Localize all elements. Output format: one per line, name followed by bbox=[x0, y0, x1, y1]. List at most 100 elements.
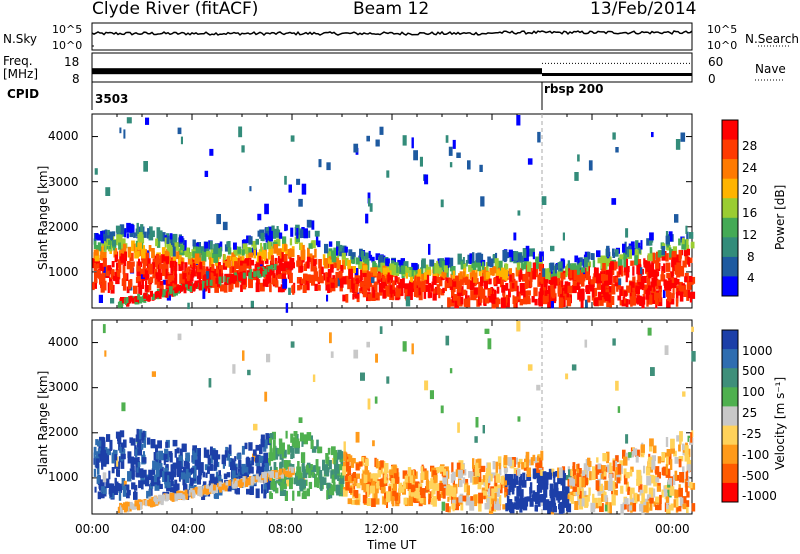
velocity-echo-cell bbox=[313, 465, 317, 473]
velocity-echo-cell bbox=[228, 479, 232, 486]
velocity-echo-cell bbox=[212, 449, 217, 460]
power-echo-cell bbox=[171, 246, 176, 257]
power-echo-cell bbox=[592, 287, 595, 298]
power-echo-cell bbox=[492, 268, 495, 276]
power-echo-cell bbox=[218, 265, 223, 274]
power-echo-cell bbox=[165, 280, 168, 286]
power-echo-cell bbox=[177, 127, 182, 135]
power-echo-cell bbox=[331, 251, 337, 263]
power-echo-cell bbox=[137, 251, 140, 257]
power-echo-cell bbox=[336, 246, 339, 256]
velocity-echo-cell bbox=[625, 481, 629, 492]
velocity-echo-cell bbox=[624, 474, 628, 484]
velocity-echo-cell bbox=[239, 482, 243, 488]
power-echo-cell bbox=[472, 252, 475, 263]
power-echo-cell bbox=[508, 268, 512, 275]
velocity-echo-cell bbox=[564, 475, 569, 481]
velocity-echo-cell bbox=[231, 470, 236, 480]
power-echo-cell bbox=[457, 283, 462, 293]
power-echo-cell bbox=[382, 267, 388, 275]
velocity-echo-cell bbox=[543, 494, 546, 505]
power-echo-cell bbox=[435, 276, 441, 284]
power-echo-cell bbox=[118, 301, 122, 307]
power-echo-cell bbox=[224, 261, 229, 267]
power-echo-cell bbox=[224, 244, 228, 252]
power-echo-cell bbox=[656, 279, 661, 286]
velocity-echo-cell bbox=[384, 498, 387, 506]
velocity-echo-cell bbox=[136, 467, 140, 473]
power-echo-cell bbox=[237, 246, 242, 254]
power-echo-cell bbox=[386, 170, 390, 178]
power-echo-cell bbox=[252, 243, 257, 250]
power-echo-cell bbox=[125, 297, 129, 303]
velocity-echo-cell bbox=[436, 467, 440, 474]
power-echo-cell bbox=[116, 235, 122, 242]
velocity-colorbar-segment bbox=[722, 406, 738, 426]
power-echo-cell bbox=[490, 288, 495, 297]
velocity-echo-cell bbox=[457, 422, 460, 433]
velocity-echo-cell bbox=[445, 503, 449, 512]
power-echo-cell bbox=[291, 258, 295, 264]
velocity-echo-cell bbox=[139, 501, 143, 508]
power-echo-cell bbox=[149, 228, 153, 237]
velocity-echo-cell bbox=[299, 478, 304, 490]
power-echo-cell bbox=[588, 281, 591, 290]
power-echo-cell bbox=[686, 248, 690, 256]
velocity-echo-cell bbox=[138, 429, 143, 440]
velocity-echo-cell bbox=[354, 499, 360, 505]
velocity-echo-cell bbox=[146, 490, 150, 499]
velocity-echo-cell bbox=[646, 476, 652, 486]
velocity-echo-cell bbox=[475, 462, 479, 471]
power-echo-cell bbox=[600, 262, 604, 269]
power-echo-cell bbox=[213, 244, 219, 254]
power-echo-cell bbox=[593, 273, 597, 284]
power-echo-cell bbox=[450, 299, 455, 307]
velocity-echo-cell bbox=[373, 484, 379, 494]
velocity-echo-cell bbox=[682, 496, 687, 504]
velocity-echo-cell bbox=[203, 488, 207, 495]
velocity-echo-cell bbox=[314, 477, 319, 488]
power-echo-cell bbox=[152, 271, 156, 279]
power-echo-cell bbox=[102, 251, 107, 259]
power-echo-cell bbox=[282, 278, 288, 289]
power-echo-cell bbox=[512, 295, 515, 304]
velocity-echo-cell bbox=[659, 499, 662, 509]
power-echo-cell bbox=[623, 256, 627, 268]
velocity-echo-cell bbox=[516, 468, 521, 476]
power-echo-cell bbox=[358, 258, 363, 269]
velocity-echo-cell bbox=[548, 468, 552, 478]
power-echo-cell bbox=[129, 231, 134, 238]
power-echo-cell bbox=[250, 259, 255, 266]
velocity-echo-cell bbox=[121, 478, 126, 486]
power-echo-cell bbox=[671, 250, 677, 258]
power-echo-cell bbox=[302, 284, 307, 293]
power-echo-cell bbox=[509, 281, 514, 292]
power-echo-cell bbox=[379, 283, 384, 291]
velocity-echo-cell bbox=[452, 476, 455, 485]
power-echo-cell bbox=[665, 262, 671, 272]
power-echo-cell bbox=[310, 258, 313, 264]
velocity-echo-cell bbox=[657, 471, 661, 479]
velocity-echo-cell bbox=[326, 485, 331, 497]
power-echo-cell bbox=[194, 253, 200, 264]
power-echo-cell bbox=[592, 260, 596, 268]
power-echo-cell bbox=[149, 283, 152, 291]
velocity-echo-cell bbox=[210, 483, 214, 490]
velocity-echo-cell bbox=[337, 449, 342, 460]
power-echo-cell bbox=[185, 284, 189, 291]
power-echo-cell bbox=[135, 296, 139, 302]
power-echo-cell bbox=[476, 299, 480, 307]
velocity-echo-cell bbox=[111, 483, 114, 494]
power-echo-cell bbox=[661, 271, 664, 280]
power-echo-cell bbox=[688, 258, 691, 267]
power-echo-cell bbox=[335, 274, 341, 280]
power-echo-cell bbox=[204, 170, 209, 177]
velocity-echo-cell bbox=[475, 417, 479, 428]
velocity-echo-cell bbox=[121, 453, 126, 460]
power-echo-cell bbox=[525, 245, 530, 257]
power-echo-cell bbox=[341, 276, 347, 285]
power-echo-cell bbox=[292, 262, 295, 269]
power-echo-cell bbox=[667, 290, 670, 302]
power-echo-cell bbox=[391, 265, 397, 276]
power-echo-cell bbox=[201, 254, 207, 261]
